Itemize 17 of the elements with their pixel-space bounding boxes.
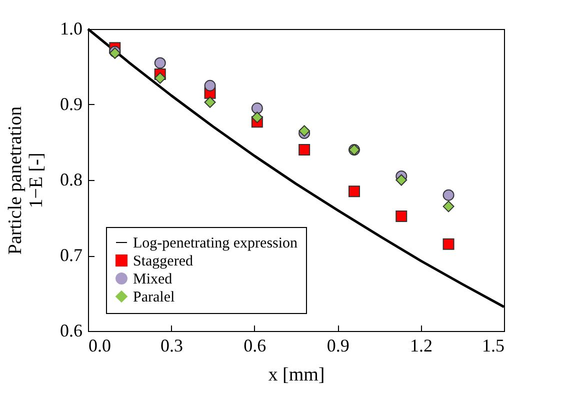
y-tick-label: 0.8 bbox=[60, 170, 82, 190]
y-tick-label: 0.9 bbox=[60, 94, 82, 114]
x-tick-label: 0.0 bbox=[88, 336, 111, 356]
x-tick-label: 0.6 bbox=[244, 336, 266, 356]
y-tick-label: 1.0 bbox=[60, 18, 82, 38]
legend-label: Mixed bbox=[133, 272, 173, 288]
x-tick-label: 0.9 bbox=[326, 336, 350, 356]
y-tick-label: 0.6 bbox=[60, 320, 82, 340]
x-tick-label: 1.2 bbox=[410, 336, 433, 356]
x-axis-title: x [mm] bbox=[268, 364, 325, 386]
legend-label: Log-penetrating expression bbox=[133, 236, 298, 252]
x-tick-label: 0.3 bbox=[160, 336, 183, 356]
y-tick-label: 0.7 bbox=[60, 245, 82, 265]
y-axis-title: Particle panetration 1−E [-] bbox=[5, 106, 47, 255]
legend-label: Paralel bbox=[133, 290, 175, 306]
x-tick-label: 1.5 bbox=[482, 336, 504, 356]
legend-label: Staggered bbox=[133, 254, 194, 270]
